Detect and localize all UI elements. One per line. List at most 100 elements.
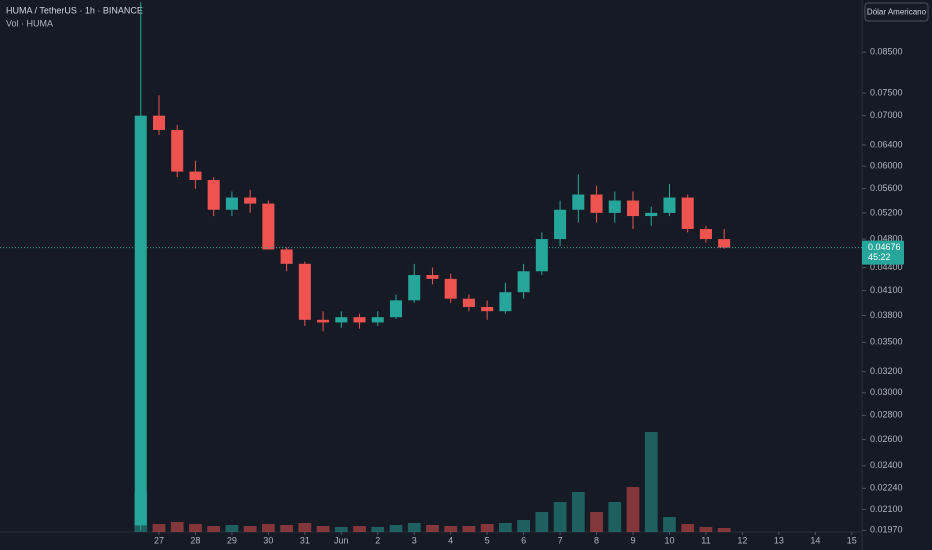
x-tick-label: 7 — [558, 535, 563, 545]
volume-bar — [280, 525, 293, 532]
candle-body — [554, 209, 567, 240]
candle-body — [408, 275, 421, 301]
x-tick-label: 31 — [300, 535, 310, 545]
candle-body — [207, 180, 220, 210]
volume-bar — [717, 528, 731, 532]
candle-body — [171, 129, 184, 172]
x-tick-label: 15 — [847, 535, 857, 545]
x-tick-label: 3 — [412, 535, 417, 545]
volume-bar — [699, 527, 713, 532]
x-tick-label: 28 — [190, 535, 200, 545]
candle-body — [608, 200, 621, 213]
y-tick-label: 0.07500 — [870, 87, 903, 97]
volume-bar — [243, 526, 257, 532]
volume-bar — [571, 492, 585, 532]
x-tick-label: 27 — [154, 535, 164, 545]
candle-body — [499, 292, 512, 312]
y-tick-label: 0.08500 — [870, 47, 903, 57]
x-tick-label: 13 — [774, 535, 784, 545]
x-tick-label: 8 — [594, 535, 599, 545]
y-tick-label: 0.02100 — [870, 504, 903, 514]
x-tick-label: 2 — [375, 535, 380, 545]
candle-body — [298, 263, 311, 320]
y-tick-label: 0.04800 — [870, 233, 903, 243]
x-tick-label: Jun — [334, 535, 349, 545]
y-tick-label: 0.04100 — [870, 285, 903, 295]
x-tick-label: 30 — [263, 535, 273, 545]
volume-bar — [225, 525, 239, 532]
y-tick-label: 0.06000 — [870, 160, 903, 170]
x-tick-label: 29 — [227, 535, 237, 545]
last-price-label: 0.04676 — [868, 242, 901, 252]
candle-body — [681, 197, 694, 230]
y-tick-label: 0.03000 — [870, 387, 903, 397]
candle-body — [225, 197, 238, 210]
currency-button-label[interactable]: Dólar Americano — [867, 8, 927, 17]
x-tick-label: 5 — [485, 535, 490, 545]
volume-bar — [590, 512, 603, 532]
candle-body — [389, 300, 403, 318]
y-tick-label: 0.05600 — [870, 183, 903, 193]
volume-bar — [371, 527, 385, 532]
volume-bar — [170, 522, 184, 532]
y-tick-label: 0.04400 — [870, 262, 903, 272]
x-tick-label: 6 — [521, 535, 526, 545]
candle-body — [280, 249, 293, 264]
y-tick-label: 0.07000 — [870, 110, 903, 120]
candle-body — [663, 197, 676, 213]
volume-bar — [334, 527, 348, 532]
y-tick-label: 0.03800 — [870, 310, 903, 320]
volume-bar — [407, 523, 421, 532]
volume-bar — [499, 523, 512, 532]
countdown-label: 45:22 — [868, 252, 891, 262]
volume-bar — [681, 524, 695, 532]
volume-bar — [535, 512, 549, 532]
candle-body — [353, 317, 366, 323]
candle-body — [189, 171, 202, 181]
currency-button[interactable] — [864, 2, 929, 22]
x-tick-label: 10 — [664, 535, 674, 545]
volume-bar — [644, 432, 658, 532]
volume-label: Vol · HUMA — [6, 18, 53, 28]
candle-body — [645, 212, 658, 217]
volume-bar — [152, 524, 166, 532]
volume-bar — [462, 526, 476, 532]
y-tick-label: 0.03500 — [870, 337, 903, 347]
y-tick-label: 0.02600 — [870, 434, 903, 444]
chart-title: HUMA / TetherUS · 1h · BINANCE — [6, 5, 143, 15]
volume-bar — [189, 524, 202, 532]
volume-bar — [663, 517, 676, 532]
candle-body — [371, 317, 384, 323]
candle-body — [134, 115, 147, 526]
candle-body — [262, 203, 275, 250]
candle-body — [244, 197, 257, 204]
candle-body — [335, 317, 348, 323]
volume-bar — [517, 520, 530, 532]
candle-body — [699, 229, 712, 240]
candle-body — [462, 298, 475, 307]
x-tick-label: 12 — [737, 535, 747, 545]
volume-bar — [480, 524, 494, 532]
x-tick-label: 9 — [631, 535, 636, 545]
candle-body — [152, 115, 165, 130]
y-tick-label: 0.02400 — [870, 460, 903, 470]
volume-bar — [389, 525, 403, 532]
volume-bar — [444, 526, 458, 532]
volume-bar — [426, 525, 439, 532]
y-tick-label: 0.02800 — [870, 410, 903, 420]
volume-bar — [207, 526, 221, 532]
candle-body — [535, 239, 548, 272]
candle-body — [444, 278, 457, 299]
candle-body — [481, 306, 494, 312]
y-tick-label: 0.03200 — [870, 366, 903, 376]
volume-bar — [298, 523, 312, 532]
candle-body — [590, 194, 603, 213]
candle-body — [718, 239, 731, 248]
last-price-box — [862, 240, 904, 265]
candle-body — [317, 319, 330, 323]
y-tick-label: 0.02240 — [870, 483, 903, 493]
x-tick-label: 14 — [810, 535, 820, 545]
volume-bar — [316, 526, 330, 532]
